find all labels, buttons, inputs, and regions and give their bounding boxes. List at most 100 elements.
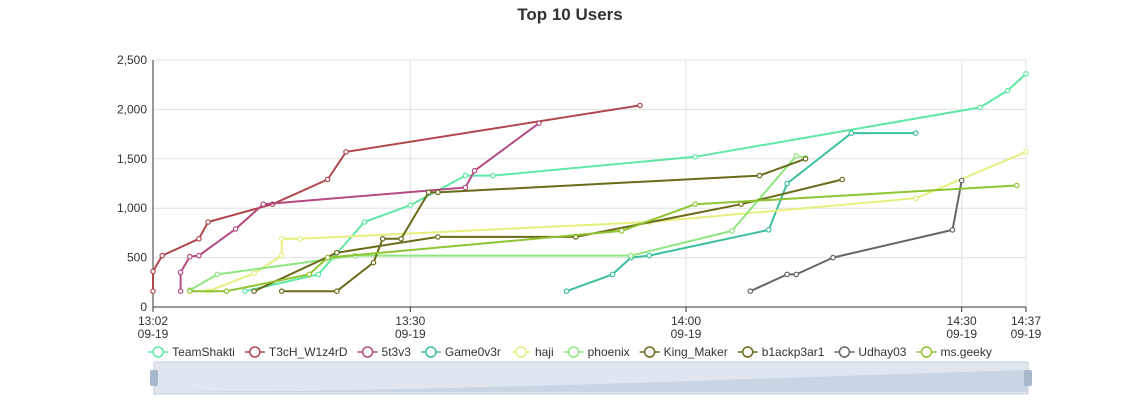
data-point[interactable] — [637, 102, 643, 109]
data-point[interactable] — [150, 268, 156, 275]
data-point[interactable] — [324, 254, 331, 261]
data-point[interactable] — [435, 189, 441, 196]
data-point[interactable] — [343, 149, 349, 155]
legend-item-phoenix[interactable]: phoenix — [563, 345, 630, 359]
data-point[interactable] — [830, 254, 836, 261]
data-point[interactable] — [223, 288, 230, 295]
series-line[interactable] — [566, 132, 916, 293]
data-point[interactable] — [150, 288, 156, 295]
data-point[interactable] — [205, 219, 211, 225]
data-point[interactable] — [435, 234, 441, 240]
legend-item-5t3v3[interactable]: 5t3v3 — [357, 345, 412, 359]
data-point[interactable] — [563, 288, 570, 295]
x-tick-time: 13:02 — [138, 314, 168, 328]
series-line[interactable] — [749, 180, 963, 293]
data-point[interactable] — [756, 172, 763, 179]
data-point[interactable] — [324, 176, 331, 183]
data-point[interactable] — [306, 271, 313, 278]
data-point[interactable] — [232, 226, 239, 232]
data-point[interactable] — [1013, 182, 1020, 189]
data-point[interactable] — [628, 252, 634, 259]
data-zoom-slider[interactable] — [150, 361, 1032, 395]
data-point[interactable] — [333, 249, 340, 256]
data-point[interactable] — [839, 176, 846, 183]
data-point[interactable] — [251, 270, 257, 277]
data-point[interactable] — [471, 167, 478, 174]
data-point[interactable] — [361, 219, 368, 225]
data-point[interactable] — [177, 269, 184, 276]
zoom-handle-right[interactable] — [1024, 370, 1032, 386]
data-point[interactable] — [196, 236, 202, 242]
data-point[interactable] — [260, 201, 267, 208]
data-point[interactable] — [765, 227, 772, 233]
legend-label: T3cH_W1z4rD — [269, 345, 348, 359]
legend-item-T3cH_W1z4rD[interactable]: T3cH_W1z4rD — [244, 345, 348, 359]
data-point[interactable] — [949, 227, 956, 233]
legend-item-b1ackp3ar1[interactable]: b1ackp3ar1 — [737, 345, 825, 359]
data-point[interactable] — [912, 130, 919, 136]
data-point[interactable] — [784, 271, 790, 278]
series-line[interactable] — [281, 157, 806, 293]
data-point[interactable] — [398, 236, 404, 242]
legend-label: TeamShakti — [172, 345, 235, 359]
data-point[interactable] — [536, 120, 542, 127]
data-point[interactable] — [297, 236, 303, 242]
data-point[interactable] — [646, 252, 653, 259]
data-point[interactable] — [333, 288, 340, 295]
data-point[interactable] — [490, 172, 496, 179]
series-Game0v3r — [563, 130, 919, 295]
data-point[interactable] — [370, 259, 377, 266]
data-point[interactable] — [729, 228, 735, 234]
data-point[interactable] — [187, 288, 193, 295]
data-point[interactable] — [692, 201, 699, 208]
data-point[interactable] — [187, 253, 193, 260]
series-line[interactable] — [152, 104, 641, 292]
legend-circle-icon — [152, 346, 164, 358]
series-line[interactable] — [244, 73, 1027, 293]
zoom-handle-left[interactable] — [150, 370, 158, 386]
data-point[interactable] — [462, 184, 469, 191]
legend-item-King_Maker[interactable]: King_Maker — [639, 345, 728, 359]
legend-item-Game0v3r[interactable]: Game0v3r — [420, 345, 501, 359]
x-tick-time: 14:00 — [671, 314, 701, 328]
data-point[interactable] — [278, 288, 285, 295]
data-point[interactable] — [793, 271, 800, 278]
data-point[interactable] — [1023, 149, 1029, 155]
data-point[interactable] — [692, 154, 699, 160]
data-point[interactable] — [912, 195, 919, 202]
data-point[interactable] — [177, 288, 184, 295]
data-point[interactable] — [618, 228, 625, 234]
legend-label: King_Maker — [664, 345, 728, 359]
legend-item-TeamShakti[interactable]: TeamShakti — [148, 345, 235, 359]
data-point[interactable] — [738, 201, 744, 208]
data-point[interactable] — [425, 189, 432, 196]
data-point[interactable] — [242, 288, 248, 295]
data-point[interactable] — [462, 172, 469, 179]
data-point[interactable] — [1004, 87, 1011, 94]
series-haji — [205, 149, 1029, 295]
data-point[interactable] — [784, 180, 790, 187]
data-point[interactable] — [251, 288, 257, 295]
data-point[interactable] — [609, 271, 616, 278]
data-point[interactable] — [1023, 71, 1029, 77]
series-line[interactable] — [253, 178, 843, 293]
series-line[interactable] — [179, 122, 540, 292]
legend-item-ms.geeky[interactable]: ms.geeky — [916, 345, 992, 359]
series-line[interactable] — [207, 150, 1027, 293]
data-point[interactable] — [407, 202, 414, 209]
data-point[interactable] — [958, 177, 965, 184]
data-point[interactable] — [848, 130, 855, 136]
data-point[interactable] — [196, 252, 202, 259]
data-point[interactable] — [802, 156, 809, 162]
legend-item-haji[interactable]: haji — [510, 345, 554, 359]
data-point[interactable] — [278, 252, 285, 259]
data-point[interactable] — [379, 236, 386, 242]
data-point[interactable] — [793, 153, 800, 159]
data-point[interactable] — [214, 271, 221, 278]
data-point[interactable] — [977, 104, 983, 111]
legend-item-Udhay03[interactable]: Udhay03 — [834, 345, 907, 359]
data-point[interactable] — [278, 236, 285, 242]
data-point[interactable] — [315, 271, 322, 278]
data-point[interactable] — [747, 288, 754, 295]
data-point[interactable] — [159, 252, 166, 259]
